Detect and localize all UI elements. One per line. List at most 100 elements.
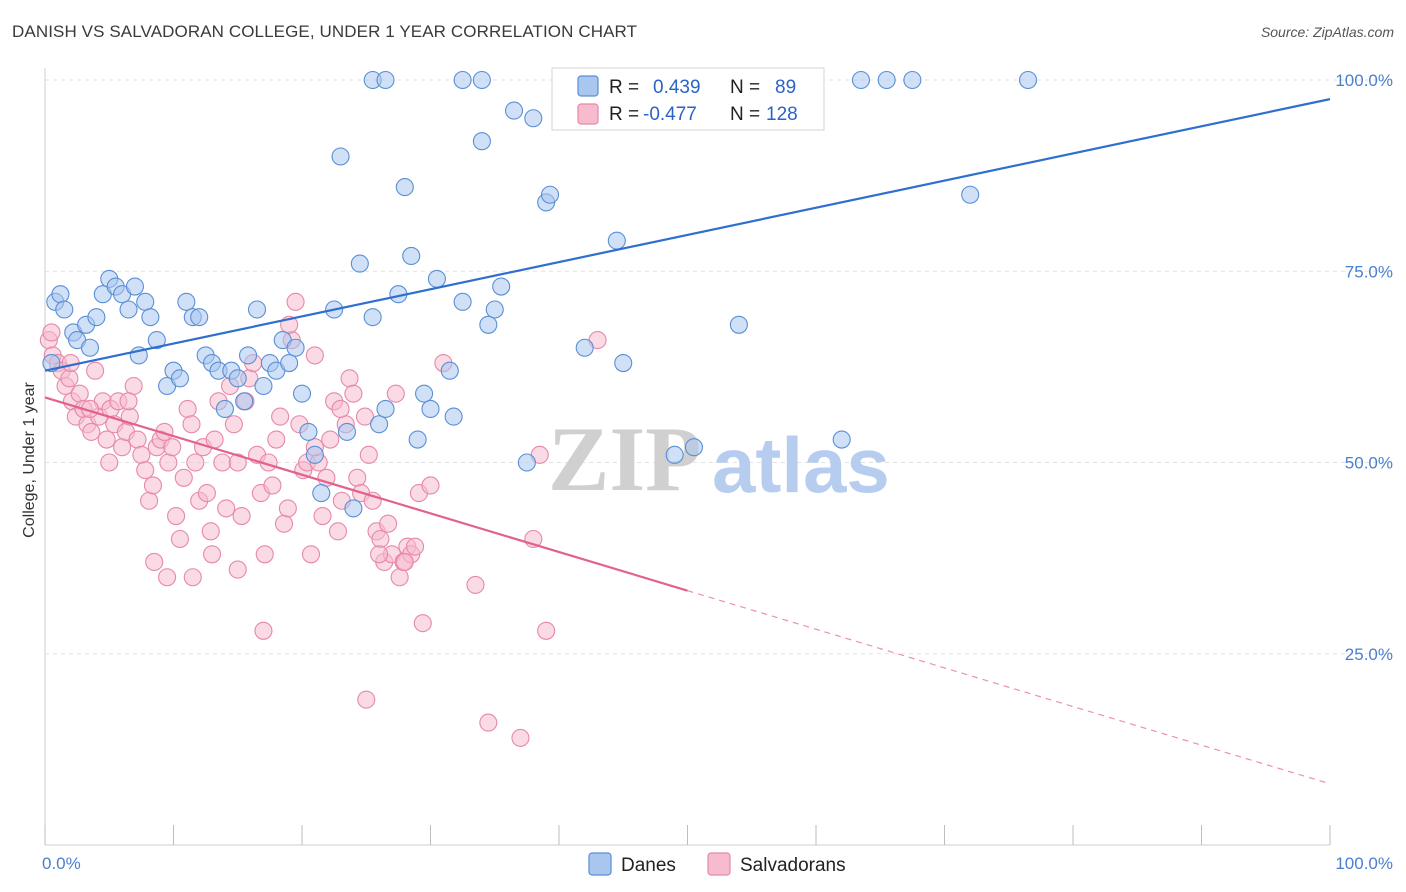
danes-point xyxy=(119,300,138,319)
salvadorans-point xyxy=(263,476,282,495)
danes-point xyxy=(1018,70,1038,90)
danes-point xyxy=(421,399,440,419)
danes-point xyxy=(286,338,305,357)
salvadorans-point xyxy=(217,499,236,518)
bottom-legend-danes: Danes xyxy=(621,855,676,876)
legend-box: R = 0.439 N = 89 R = -0.477 N = 128 xyxy=(551,67,825,131)
salvadorans-point xyxy=(466,575,485,594)
salvadorans-point xyxy=(305,346,324,365)
salvadorans-point xyxy=(286,292,305,311)
danes-point xyxy=(147,331,166,350)
danes-point xyxy=(136,292,155,311)
salvadorans-point xyxy=(301,545,321,564)
legend-n-value-danes: 89 xyxy=(775,77,796,98)
danes-point xyxy=(427,269,446,288)
danes-point xyxy=(453,292,472,311)
legend-r-value-danes: 0.439 xyxy=(653,77,701,98)
salvadorans-point xyxy=(344,384,363,403)
legend-r-value-salvadorans: -0.477 xyxy=(643,104,697,125)
salvadorans-point xyxy=(390,568,409,587)
danes-point xyxy=(247,300,267,319)
salvadorans-point xyxy=(228,453,247,472)
salvadorans-point xyxy=(132,445,151,464)
salvadorans-point xyxy=(331,399,350,419)
bottom-legend: Danes Salvadorans xyxy=(588,852,846,876)
salvadorans-trend-line xyxy=(44,396,688,592)
salvadorans-point xyxy=(413,614,432,633)
danes-trend-line xyxy=(44,98,1331,372)
danes-point xyxy=(376,70,395,90)
danes-point xyxy=(280,353,299,373)
salvadorans-point xyxy=(278,499,297,518)
source-credit: Source: ZipAtlas.com xyxy=(1260,24,1394,40)
salvadorans-point xyxy=(113,438,132,457)
y-tick-label: 50.0% xyxy=(1345,454,1393,473)
danes-point xyxy=(524,109,543,128)
danes-point xyxy=(614,353,633,373)
salvadorans-point xyxy=(479,713,498,732)
danes-points xyxy=(42,70,1038,518)
danes-point xyxy=(395,178,414,197)
danes-point xyxy=(504,101,524,120)
salvadorans-point xyxy=(379,514,398,533)
danes-point xyxy=(877,70,896,90)
danes-point xyxy=(575,338,594,357)
salvadorans-point xyxy=(186,453,205,472)
salvadorans-point xyxy=(224,415,243,434)
danes-point xyxy=(472,132,491,151)
y-tick-label: 100.0% xyxy=(1335,71,1393,90)
salvadorans-point xyxy=(421,476,440,495)
salvadorans-point xyxy=(163,438,182,457)
salvadorans-point xyxy=(128,430,147,449)
danes-point xyxy=(485,300,504,319)
tick-labels: 25.0% 50.0% 75.0% 100.0% 0.0% 100.0% xyxy=(42,71,1393,873)
watermark-atlas: atlas xyxy=(712,421,890,509)
danes-point xyxy=(331,147,350,166)
danes-point xyxy=(87,308,106,327)
salvadorans-point xyxy=(178,399,197,419)
salvadorans-point xyxy=(213,453,232,472)
bottom-legend-salvadorans: Salvadorans xyxy=(740,855,846,876)
watermark: ZIP atlas xyxy=(548,408,890,510)
x-tick-label: 100.0% xyxy=(1335,854,1393,873)
salvadorans-point xyxy=(70,384,89,403)
salvadorans-point xyxy=(537,621,556,640)
danes-point xyxy=(851,70,871,90)
salvadorans-point xyxy=(255,545,274,564)
salvadorans-point xyxy=(395,552,414,572)
danes-point xyxy=(337,422,357,441)
salvadorans-point xyxy=(100,453,119,472)
salvadorans-point xyxy=(370,545,389,564)
salvadorans-point xyxy=(183,568,202,587)
salvadorans-point xyxy=(136,461,155,480)
salvadorans-point xyxy=(60,369,79,388)
danes-point xyxy=(125,277,144,296)
danes-point xyxy=(376,399,395,419)
danes-point xyxy=(444,407,463,426)
danes-point xyxy=(607,231,626,250)
danes-point xyxy=(55,300,74,319)
danes-point xyxy=(402,246,421,265)
legend-n-label-danes: N = xyxy=(730,77,760,98)
salvadorans-point xyxy=(228,560,247,579)
x-tick-label: 0.0% xyxy=(42,854,81,873)
salvadorans-point xyxy=(267,430,286,449)
danes-point xyxy=(51,285,70,304)
salvadorans-point xyxy=(159,453,178,472)
salvadorans-point xyxy=(271,407,290,426)
salvadorans-point xyxy=(143,476,162,495)
y-tick-label: 75.0% xyxy=(1345,262,1393,281)
danes-point xyxy=(729,315,748,334)
legend-r-label-salvadorans: R = xyxy=(609,104,639,125)
legend-n-label-salvadorans: N = xyxy=(730,104,760,125)
danes-point xyxy=(292,384,312,403)
danes-point xyxy=(228,369,247,388)
danes-point xyxy=(415,384,434,403)
salvadorans-point xyxy=(197,484,216,503)
salvadorans-point xyxy=(511,728,530,747)
salvadorans-point xyxy=(86,361,105,380)
salvadorans-point xyxy=(82,422,101,441)
danes-point xyxy=(344,499,363,518)
danes-point xyxy=(235,392,254,411)
